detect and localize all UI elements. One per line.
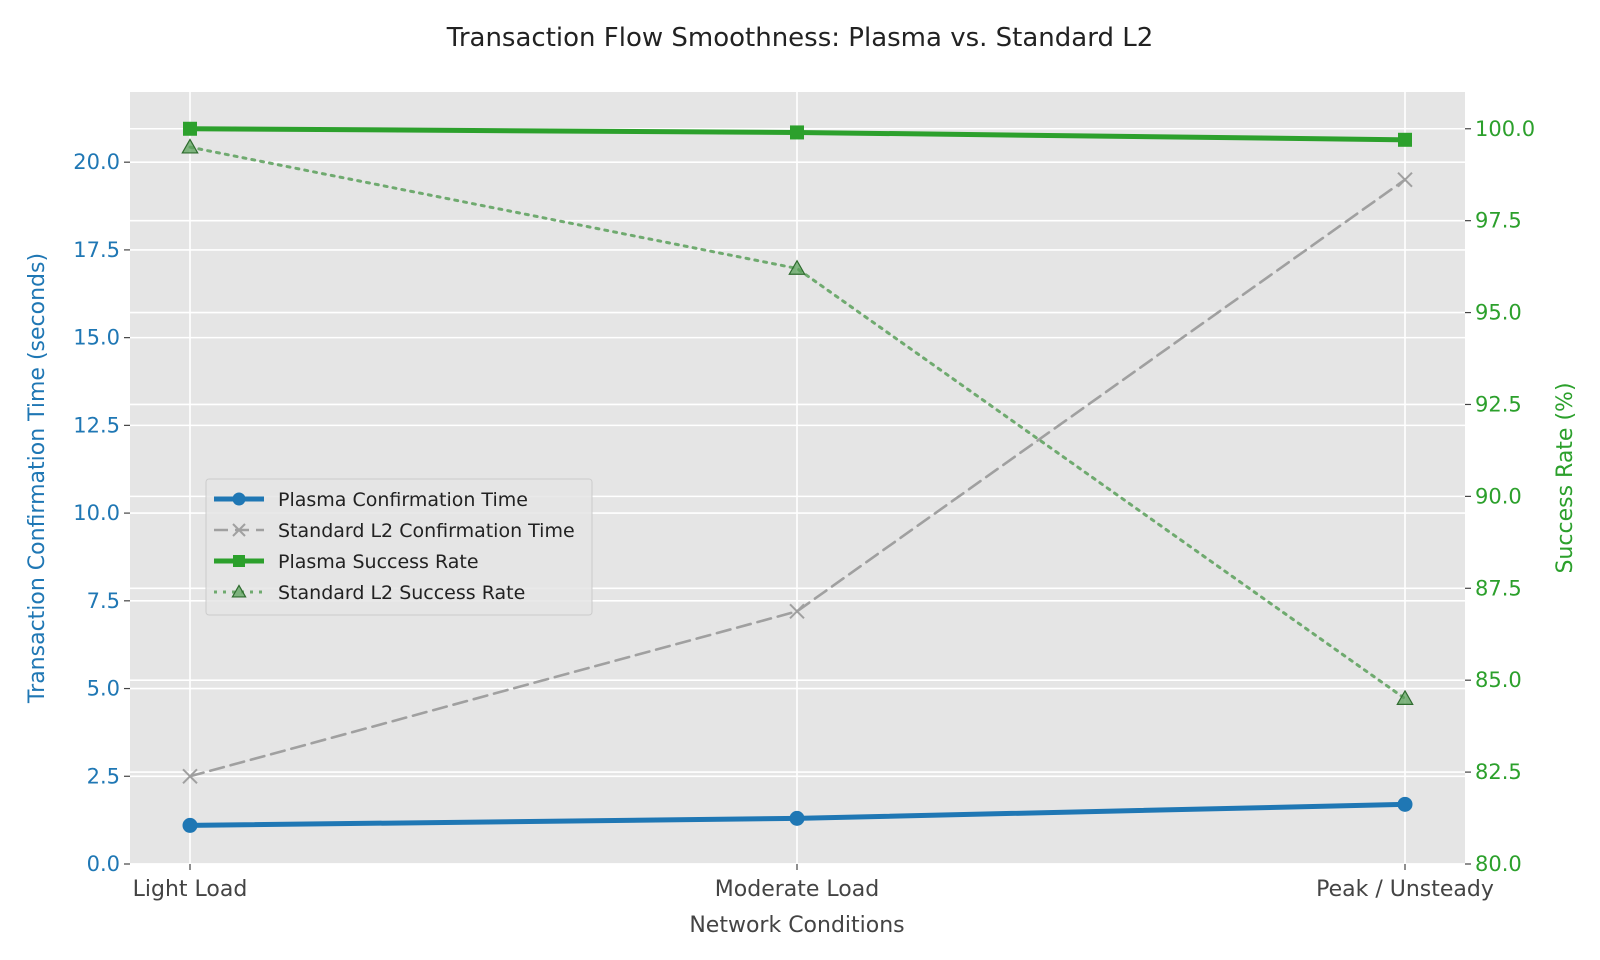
legend-marker [233, 555, 245, 567]
legend-marker [231, 584, 247, 598]
data-point-stroke [789, 603, 805, 620]
data-point [1396, 689, 1414, 705]
data-point [1397, 796, 1413, 812]
series-plasma-confirmation-time [182, 796, 1413, 833]
y-axis-left-label: Transaction Confirmation Time (seconds) [25, 253, 50, 704]
data-point [788, 259, 806, 275]
right-axis-ticks: 80.0 82.5 85.0 87.5 90.0 92.5 95.0 97.5 100.0 [1465, 117, 1535, 876]
right-tick-label: 92.5 [1475, 392, 1522, 416]
data-point [183, 121, 197, 136]
x-tick-label: Peak / Unsteady [1316, 877, 1494, 902]
data-point [790, 125, 804, 140]
right-tick-label: 100.0 [1475, 117, 1535, 141]
legend-label: Plasma Confirmation Time [278, 489, 528, 511]
legend-box [205, 478, 593, 616]
right-tick-label: 90.0 [1475, 484, 1522, 508]
y-axis-right-label: Success Rate (%) [1553, 382, 1578, 573]
right-tick-label: 95.0 [1475, 301, 1522, 325]
left-tick-label: 10.0 [73, 501, 120, 525]
data-point [789, 810, 805, 826]
left-tick-label: 20.0 [73, 150, 120, 174]
legend-item: Standard L2 Confirmation Time [214, 520, 575, 542]
legend-item: Standard L2 Success Rate [214, 582, 525, 604]
legend-label: Standard L2 Success Rate [278, 582, 525, 604]
left-tick-label: 15.0 [73, 326, 120, 350]
left-axis-ticks: 0.0 2.5 5.0 7.5 10.0 12.5 15.0 17.5 20.0 [73, 150, 130, 876]
x-axis-ticks: Light Load Moderate Load Peak / Unsteady [133, 864, 1494, 902]
series-layer [181, 121, 1414, 833]
legend-label: Standard L2 Confirmation Time [278, 520, 575, 542]
legend-label: Plasma Success Rate [278, 551, 479, 573]
data-point [1398, 132, 1412, 147]
right-tick-label: 82.5 [1475, 760, 1522, 784]
legend-item: Plasma Success Rate [214, 551, 479, 573]
left-tick-label: 5.0 [87, 677, 120, 701]
chart-title: Transaction Flow Smoothness: Plasma vs. … [446, 23, 1153, 53]
data-point-stroke [1397, 172, 1413, 188]
x-tick-label: Light Load [133, 877, 248, 902]
left-tick-label: 2.5 [87, 764, 120, 788]
legend-marker-stroke [232, 523, 246, 537]
left-tick-label: 17.5 [73, 238, 120, 262]
legend-item: Plasma Confirmation Time [214, 489, 528, 511]
data-point-stroke [182, 768, 198, 784]
data-point [181, 138, 199, 154]
legend: Plasma Confirmation Time Standard L2 Conf… [205, 478, 593, 616]
left-tick-label: 12.5 [73, 413, 120, 437]
left-tick-label: 7.5 [87, 589, 120, 613]
right-tick-label: 97.5 [1475, 209, 1522, 233]
legend-marker [232, 523, 246, 537]
data-point [789, 603, 805, 620]
left-tick-label: 0.0 [87, 852, 120, 876]
x-axis-label: Network Conditions [689, 913, 904, 938]
x-tick-label: Moderate Load [715, 877, 879, 902]
legend-marker [232, 492, 246, 506]
series-plasma-success-rate [183, 121, 1412, 147]
series-standard-l2-success-rate [181, 138, 1414, 705]
data-point [182, 768, 198, 784]
right-tick-label: 87.5 [1475, 576, 1522, 600]
data-point [1397, 172, 1413, 188]
series-line [188, 145, 1407, 701]
right-tick-label: 85.0 [1475, 668, 1522, 692]
series-standard-l2-confirmation-time [182, 172, 1413, 784]
right-tick-label: 80.0 [1475, 852, 1522, 876]
data-point [182, 817, 198, 833]
